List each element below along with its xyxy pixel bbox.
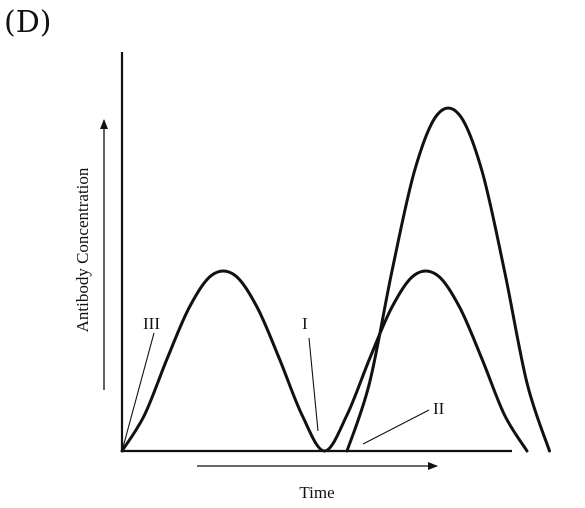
figure-label: (D) bbox=[4, 5, 52, 40]
annotation-label-i: I bbox=[302, 314, 308, 333]
series-line-2 bbox=[345, 106, 551, 453]
series-group bbox=[120, 106, 551, 453]
y-axis-label: Antibody Concentration bbox=[73, 167, 92, 332]
annotation-line-i bbox=[308, 337, 319, 432]
series-line-1 bbox=[120, 269, 529, 453]
annotation-label-iii: III bbox=[143, 314, 160, 333]
annotation-line-ii bbox=[362, 409, 430, 445]
annotation-line-iii bbox=[121, 332, 155, 452]
annotation-label-ii: II bbox=[433, 399, 445, 418]
x-axis-label: Time bbox=[299, 483, 334, 502]
